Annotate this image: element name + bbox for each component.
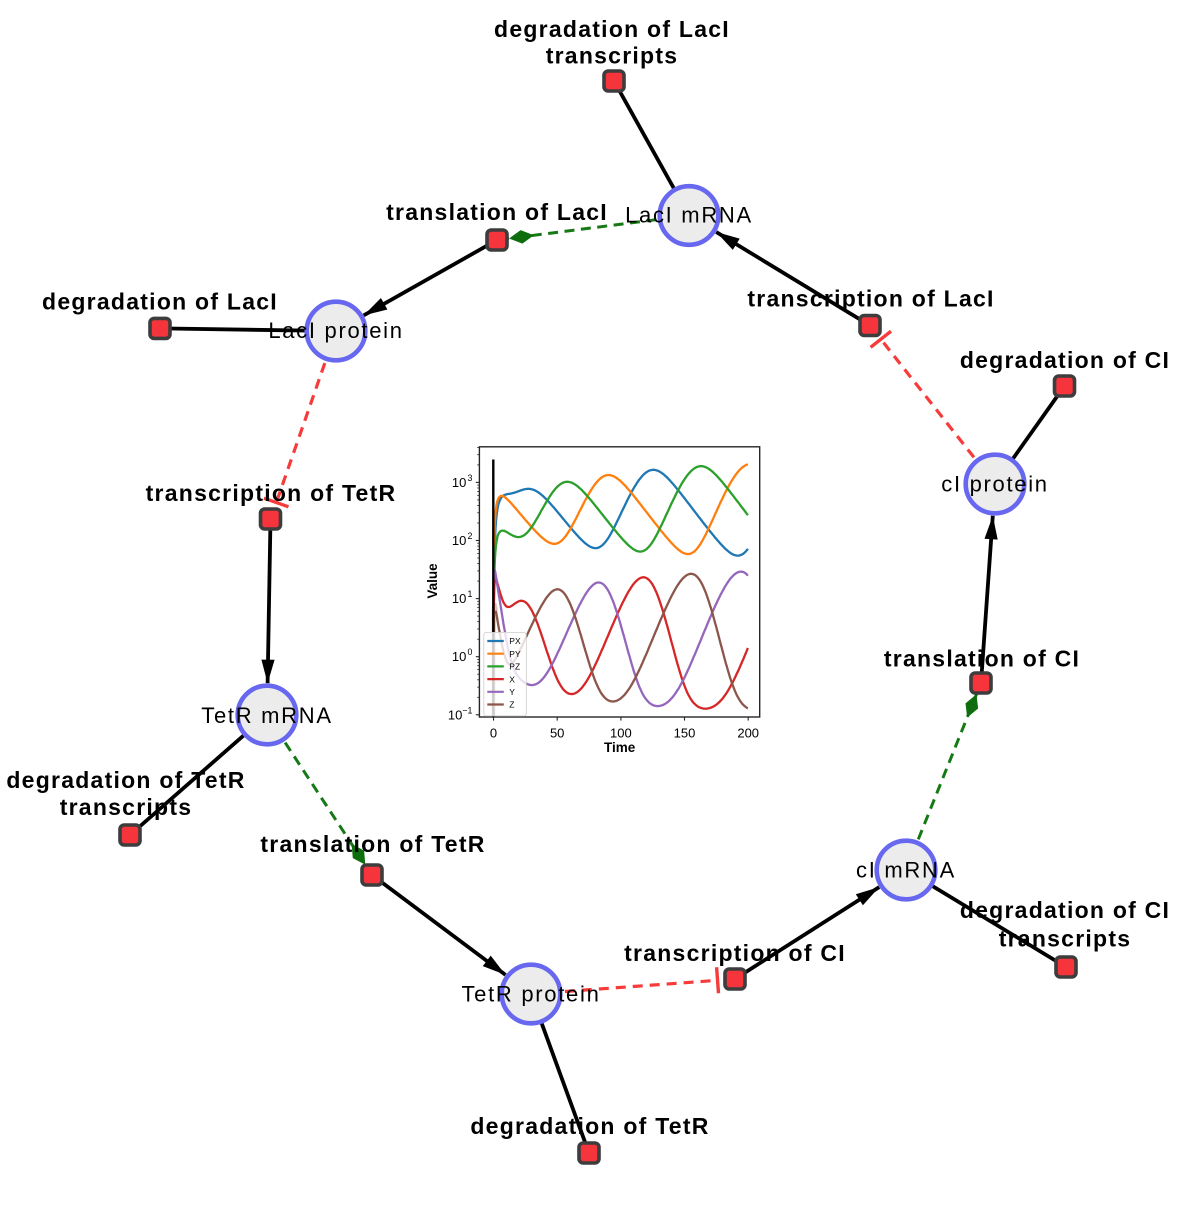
svg-text:degradation of CI: degradation of CI [960, 347, 1170, 373]
svg-text:degradation of CI: degradation of CI [960, 897, 1170, 923]
svg-text:10: 10 [452, 649, 466, 664]
svg-text:1: 1 [467, 589, 472, 599]
svg-text:2: 2 [467, 531, 472, 541]
svg-text:transcripts: transcripts [999, 926, 1132, 952]
svg-text:−1: −1 [462, 705, 472, 715]
svg-text:translation of CI: translation of CI [884, 646, 1080, 672]
svg-text:transcription of LacI: transcription of LacI [747, 286, 994, 312]
svg-text:10: 10 [452, 591, 466, 606]
svg-text:PX: PX [509, 636, 521, 646]
svg-text:Z: Z [509, 700, 514, 710]
svg-text:degradation of LacI: degradation of LacI [42, 289, 278, 315]
svg-text:transcripts: transcripts [60, 794, 193, 820]
svg-text:degradation of TetR: degradation of TetR [6, 767, 245, 793]
svg-text:LacI mRNA: LacI mRNA [625, 203, 753, 228]
svg-text:degradation of LacI: degradation of LacI [494, 16, 730, 42]
svg-text:50: 50 [550, 726, 564, 741]
svg-text:transcription of CI: transcription of CI [624, 940, 846, 966]
svg-text:transcripts: transcripts [546, 43, 679, 69]
svg-text:X: X [509, 674, 515, 684]
svg-text:10: 10 [448, 707, 462, 722]
svg-text:PZ: PZ [509, 662, 520, 672]
svg-text:150: 150 [674, 726, 696, 741]
svg-text:PY: PY [509, 649, 521, 659]
svg-text:LacI protein: LacI protein [268, 318, 403, 343]
svg-text:Y: Y [509, 687, 515, 697]
svg-text:200: 200 [737, 726, 759, 741]
svg-text:Value: Value [425, 563, 440, 599]
svg-text:translation of TetR: translation of TetR [260, 831, 485, 857]
svg-text:10: 10 [452, 533, 466, 548]
svg-text:degradation of TetR: degradation of TetR [470, 1113, 709, 1139]
svg-text:TetR protein: TetR protein [461, 982, 600, 1007]
svg-text:cI mRNA: cI mRNA [856, 858, 956, 883]
svg-text:100: 100 [610, 726, 632, 741]
svg-text:translation of LacI: translation of LacI [386, 199, 608, 225]
svg-text:0: 0 [467, 647, 472, 657]
svg-text:TetR mRNA: TetR mRNA [201, 703, 332, 728]
svg-text:0: 0 [490, 726, 497, 741]
svg-text:cI protein: cI protein [941, 472, 1049, 497]
svg-text:Time: Time [604, 740, 636, 755]
svg-text:10: 10 [452, 475, 466, 490]
svg-text:3: 3 [467, 473, 472, 483]
svg-text:transcription of TetR: transcription of TetR [146, 480, 397, 506]
